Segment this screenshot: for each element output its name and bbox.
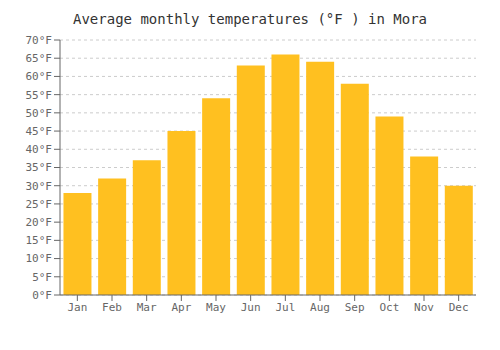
svg-text:70°F: 70°F [26, 34, 53, 47]
svg-text:Jul: Jul [275, 301, 295, 314]
svg-text:Feb: Feb [102, 301, 122, 314]
svg-text:20°F: 20°F [26, 216, 53, 229]
svg-text:50°F: 50°F [26, 107, 53, 120]
svg-text:60°F: 60°F [26, 70, 53, 83]
svg-text:Jan: Jan [67, 301, 87, 314]
svg-text:May: May [206, 301, 226, 314]
svg-text:10°F: 10°F [26, 252, 53, 265]
svg-text:Sep: Sep [345, 301, 365, 314]
svg-text:5°F: 5°F [32, 271, 52, 284]
svg-text:Aug: Aug [310, 301, 330, 314]
svg-text:Oct: Oct [379, 301, 399, 314]
svg-text:0°F: 0°F [32, 289, 52, 302]
svg-text:Dec: Dec [449, 301, 469, 314]
svg-text:30°F: 30°F [26, 180, 53, 193]
svg-text:15°F: 15°F [26, 234, 53, 247]
html-text:Average monthly temperatures (: Average monthly temperatures (°F ) in Mo… [73, 11, 427, 27]
svg-text:40°F: 40°F [26, 143, 53, 156]
svg-text:Mar: Mar [137, 301, 157, 314]
svg-text:Apr: Apr [171, 301, 191, 314]
svg-text:Jun: Jun [241, 301, 261, 314]
svg-text:45°F: 45°F [26, 125, 53, 138]
svg-text:35°F: 35°F [26, 161, 53, 174]
svg-text:55°F: 55°F [26, 89, 53, 102]
svg-text:25°F: 25°F [26, 198, 53, 211]
svg-text:Nov: Nov [414, 301, 434, 314]
svg-text:65°F: 65°F [26, 52, 53, 65]
